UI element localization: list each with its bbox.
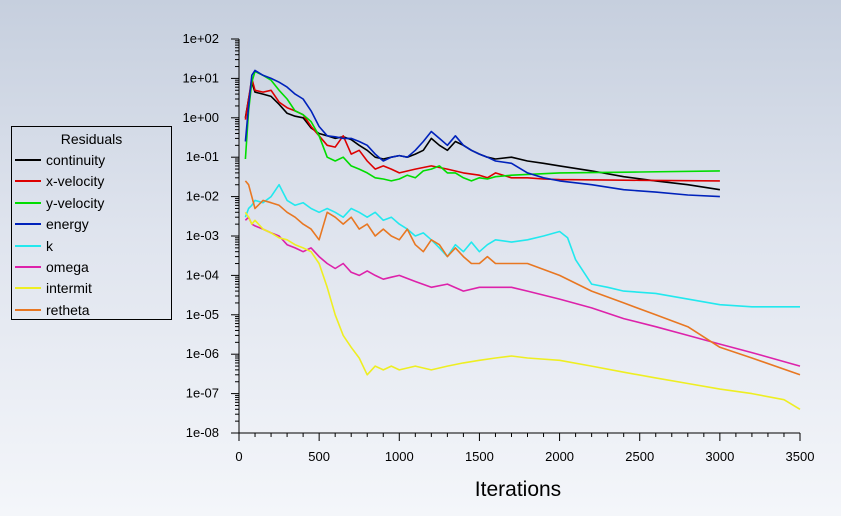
legend-item-x-velocity: x-velocity xyxy=(12,170,171,191)
x-tick-label: 500 xyxy=(308,449,330,464)
legend-items: continuity x-velocity y-velocity energy k ome… xyxy=(12,149,171,320)
chart-axes: 1e-08 1e-07 1e-06 1e-05 1e-04 1e-03 1e-02 1e-01… xyxy=(182,31,814,464)
y-tick-label: 1e+00 xyxy=(182,110,219,125)
legend-item-energy: energy xyxy=(12,213,171,234)
x-tick-label: 2000 xyxy=(545,449,574,464)
legend-swatch xyxy=(15,201,41,204)
legend-swatch xyxy=(15,308,41,311)
legend-label: x-velocity xyxy=(46,173,105,190)
x-axis-title: Iterations xyxy=(475,478,561,501)
y-tick-label: 1e+02 xyxy=(182,31,219,46)
legend-title: Residuals xyxy=(60,131,123,147)
legend-swatch xyxy=(15,265,41,268)
x-tick-label: 2500 xyxy=(625,449,654,464)
legend-label: continuity xyxy=(46,152,106,168)
y-tick-label: 1e-02 xyxy=(186,189,219,204)
series-line-retheta xyxy=(244,180,801,376)
y-tick-label: 1e-03 xyxy=(186,228,219,243)
series-line-x-velocity xyxy=(244,77,720,182)
legend-label: intermit xyxy=(46,280,92,297)
legend-label: retheta xyxy=(46,301,90,318)
legend-item-y-velocity: y-velocity xyxy=(12,192,171,213)
legend-label: k xyxy=(46,237,53,254)
y-tick-label: 1e-07 xyxy=(186,386,219,401)
legend-item-retheta: retheta xyxy=(12,299,171,320)
x-tick-label: 0 xyxy=(235,449,242,464)
series-line-k xyxy=(244,183,800,308)
chart-series xyxy=(244,69,801,410)
y-tick-label: 1e-01 xyxy=(186,149,219,164)
y-tick-label: 1e+01 xyxy=(182,70,219,85)
y-tick-label: 1e-05 xyxy=(186,307,219,322)
legend-swatch xyxy=(15,223,41,226)
x-tick-label: 1500 xyxy=(465,449,494,464)
series-line-intermit xyxy=(244,211,801,410)
legend-item-continuity: continuity xyxy=(12,149,171,170)
legend: Residuals continuity x-velocity y-velocity… xyxy=(11,126,172,320)
series-line-continuity xyxy=(244,81,721,191)
legend-swatch xyxy=(15,244,41,247)
series-line-energy xyxy=(244,69,720,198)
x-tick-label: 1000 xyxy=(385,449,414,464)
legend-label: energy xyxy=(46,216,89,233)
x-tick-label: 3000 xyxy=(705,449,734,464)
legend-item-intermit: intermit xyxy=(12,277,171,298)
legend-label: y-velocity xyxy=(46,194,105,211)
y-tick-label: 1e-08 xyxy=(186,425,219,440)
legend-item-k: k xyxy=(12,235,171,256)
legend-label: omega xyxy=(46,258,89,275)
series-line-y-velocity xyxy=(244,70,720,182)
x-tick-label: 3500 xyxy=(786,449,815,464)
y-tick-label: 1e-06 xyxy=(186,346,219,361)
y-tick-label: 1e-04 xyxy=(186,267,219,282)
legend-swatch xyxy=(15,180,41,183)
legend-item-omega: omega xyxy=(12,256,171,277)
legend-swatch xyxy=(15,287,41,290)
legend-swatch xyxy=(15,159,41,161)
